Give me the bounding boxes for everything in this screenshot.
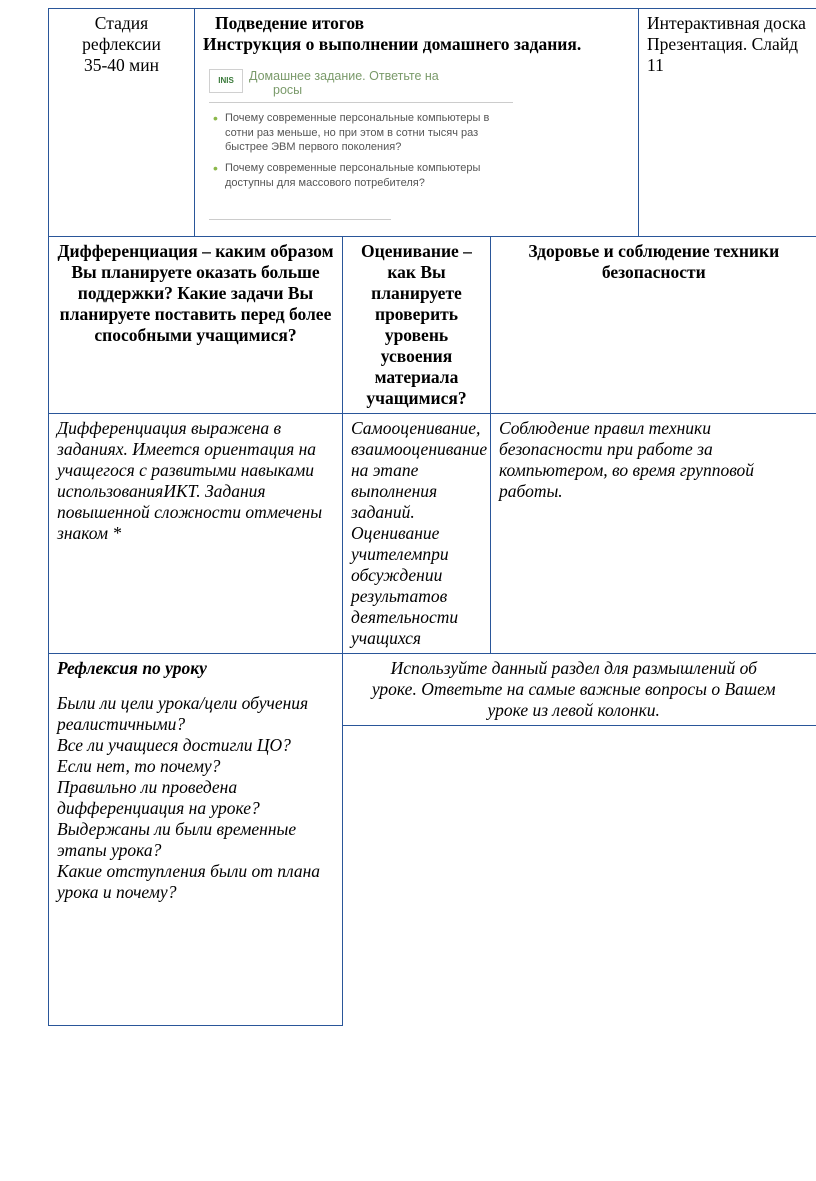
instruction-h1: Подведение итогов [215, 13, 364, 33]
assess-header: Оценивание – как Вы планируете проверить… [343, 236, 491, 413]
reflection-q2: Все ли учащиеся достигли ЦО? [57, 735, 334, 756]
diff-header: Дифференциация – каким образом Вы планир… [49, 236, 343, 413]
reflection-answer-area [343, 725, 816, 1025]
slide-bullet-1: Почему современные персональные компьюте… [223, 111, 509, 156]
reflection-q3: Если нет, то почему? [57, 756, 334, 777]
slide-bullet-2: Почему современные персональные компьюте… [223, 161, 509, 191]
instruction-h2: Инструкция о выполнении домашнего задани… [203, 34, 630, 55]
resource-line2: Презентация. Слайд 11 [647, 34, 809, 76]
safety-content: Соблюдение правил техники безопасности п… [491, 413, 816, 653]
stage-line2: рефлексии [57, 34, 186, 55]
reflection-left: Рефлексия по уроку Были ли цели урока/це… [49, 653, 343, 1025]
reflection-prompt: Используйте данный раздел для размышлени… [343, 653, 816, 725]
reflection-q4: Правильно ли проведена дифференциация на… [57, 777, 334, 819]
resources-cell: Интерактивная доска Презентация. Слайд 1… [639, 9, 816, 237]
stage-cell: Стадия рефлексии 35-40 мин [49, 9, 195, 237]
slide-bullets: Почему современные персональные компьюте… [209, 111, 513, 191]
lesson-plan-table: Стадия рефлексии 35-40 мин Подведение ит… [48, 8, 816, 1026]
assess-content: Самооценивание, взаимооценивание на этап… [343, 413, 491, 653]
stage-line3: 35-40 мин [57, 55, 186, 76]
reflection-q1: Были ли цели урока/цели обучения реалист… [57, 693, 334, 735]
instruction-cell: Подведение итогов Инструкция о выполнени… [195, 9, 639, 237]
reflection-q6: Какие отступления были от плана урока и … [57, 861, 334, 903]
reflection-title: Рефлексия по уроку [57, 658, 334, 679]
slide-preview: INIS Домашнее задание. Ответьте на росы … [203, 63, 523, 232]
slide-logo: INIS [209, 69, 243, 93]
reflection-q5: Выдержаны ли были временные этапы урока? [57, 819, 334, 861]
safety-header: Здоровье и соблюдение техники безопаснос… [491, 236, 816, 413]
slide-title: Домашнее задание. Ответьте на росы [249, 69, 439, 98]
diff-content: Дифференциация выражена в заданиях. Имее… [49, 413, 343, 653]
stage-line1: Стадия [57, 13, 186, 34]
resource-line1: Интерактивная доска [647, 13, 809, 34]
